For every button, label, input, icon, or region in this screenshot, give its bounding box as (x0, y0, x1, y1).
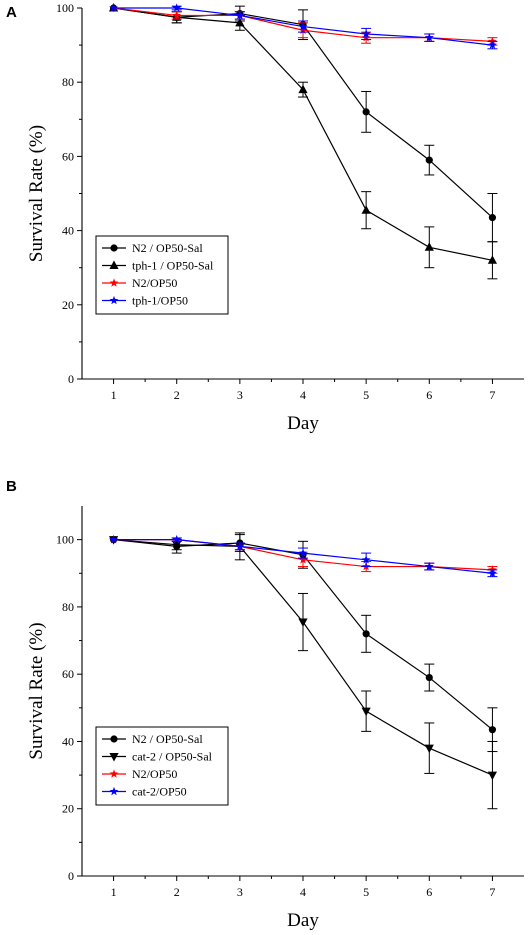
data-point (361, 205, 371, 214)
data-point (361, 555, 371, 564)
data-point (488, 40, 497, 49)
x-tick-label: 5 (363, 388, 369, 402)
legend-marker (109, 278, 119, 287)
y-tick-label: 20 (62, 298, 74, 312)
y-tick-label: 0 (68, 869, 74, 883)
panel-b: B 0 20 40 60 80 100 1 2 3 4 5 6 7 Day Survival Rate (%)… (0, 467, 532, 935)
data-point (488, 726, 497, 734)
data-point (487, 255, 498, 264)
data-point (424, 33, 434, 42)
x-tick-label: 7 (489, 388, 495, 402)
data-point (172, 10, 182, 20)
data-point (235, 10, 245, 20)
panel-label: A (6, 4, 17, 21)
legend-label: N2/OP50 (132, 276, 177, 290)
data-point (235, 17, 245, 27)
legend-label: tph-1 / OP50-Sal (132, 259, 214, 273)
y-tick-label: 100 (56, 533, 74, 547)
legend-label: N2/OP50 (132, 767, 177, 781)
data-point (488, 568, 497, 577)
data-point (298, 548, 308, 557)
x-tick-label: 3 (237, 885, 243, 899)
data-point (172, 3, 182, 12)
y-tick-label: 40 (62, 224, 74, 238)
chart-b: B 0 20 40 60 80 100 1 2 3 4 5 6 7 Day Survival Rate (%)… (6, 478, 524, 931)
data-point (298, 84, 308, 94)
series-3 (109, 535, 498, 578)
data-point (424, 744, 434, 754)
y-tick-label: 0 (68, 372, 74, 386)
data-point (109, 3, 118, 12)
chart-a: A 0 20 40 60 80 100 1 2 3 4 5 6 7 Day Survival Rate (%)… (6, 1, 524, 434)
legend-label: cat-2/OP50 (132, 785, 187, 799)
legend-marker (109, 786, 119, 796)
legend-label: tph-1/OP50 (132, 294, 188, 308)
x-tick-label: 5 (363, 885, 369, 899)
data-point (487, 771, 498, 781)
panel-label: B (6, 478, 17, 495)
panel-a: A 0 20 40 60 80 100 1 2 3 4 5 6 7 Day Survival Rate (%)… (0, 0, 532, 462)
y-tick-label: 20 (62, 802, 74, 816)
series-line (113, 7, 493, 261)
data-point (425, 156, 433, 164)
data-point (425, 673, 433, 682)
y-tick-label: 60 (62, 149, 74, 163)
x-tick-label: 4 (300, 388, 306, 402)
y-axis-title: Survival Rate (%) (26, 622, 47, 759)
series-0 (109, 4, 498, 243)
x-axis-title: Day (287, 910, 319, 931)
y-tick-label: 60 (62, 667, 74, 681)
y-tick-label: 80 (62, 600, 74, 614)
x-tick-label: 1 (111, 885, 117, 899)
x-tick-label: 6 (426, 885, 432, 899)
legend-marker (109, 769, 119, 778)
y-tick-label: 80 (62, 75, 74, 89)
data-point (172, 541, 182, 550)
legend-label: N2 / OP50-Sal (132, 241, 203, 255)
x-tick-label: 6 (426, 388, 432, 402)
data-point (424, 561, 434, 571)
y-tick-label: 100 (56, 1, 74, 15)
legend-label: cat-2 / OP50-Sal (132, 750, 213, 764)
x-axis-title: Day (287, 413, 319, 434)
x-tick-label: 2 (174, 885, 180, 899)
legend-marker (110, 735, 118, 743)
data-point (362, 108, 370, 116)
series-3 (109, 3, 498, 50)
x-tick-label: 3 (237, 388, 243, 402)
data-point (298, 618, 308, 628)
x-tick-label: 7 (489, 885, 495, 899)
legend-marker (109, 753, 119, 762)
legend-marker (109, 295, 119, 305)
data-point (298, 22, 308, 31)
y-axis-title: Survival Rate (%) (26, 125, 47, 262)
data-point (361, 29, 371, 38)
x-tick-label: 2 (174, 388, 180, 402)
x-tick-label: 1 (111, 388, 117, 402)
legend-label: N2 / OP50-Sal (132, 732, 203, 746)
x-tick-label: 4 (300, 885, 306, 899)
data-point (361, 707, 371, 717)
data-point (298, 555, 308, 564)
data-point (488, 214, 497, 222)
data-point (362, 630, 370, 638)
legend-marker (109, 260, 119, 269)
data-point (424, 242, 434, 251)
data-point (172, 535, 182, 544)
data-point (109, 535, 118, 544)
legend-marker (110, 244, 118, 252)
y-tick-label: 40 (62, 734, 74, 748)
data-point (235, 541, 245, 551)
